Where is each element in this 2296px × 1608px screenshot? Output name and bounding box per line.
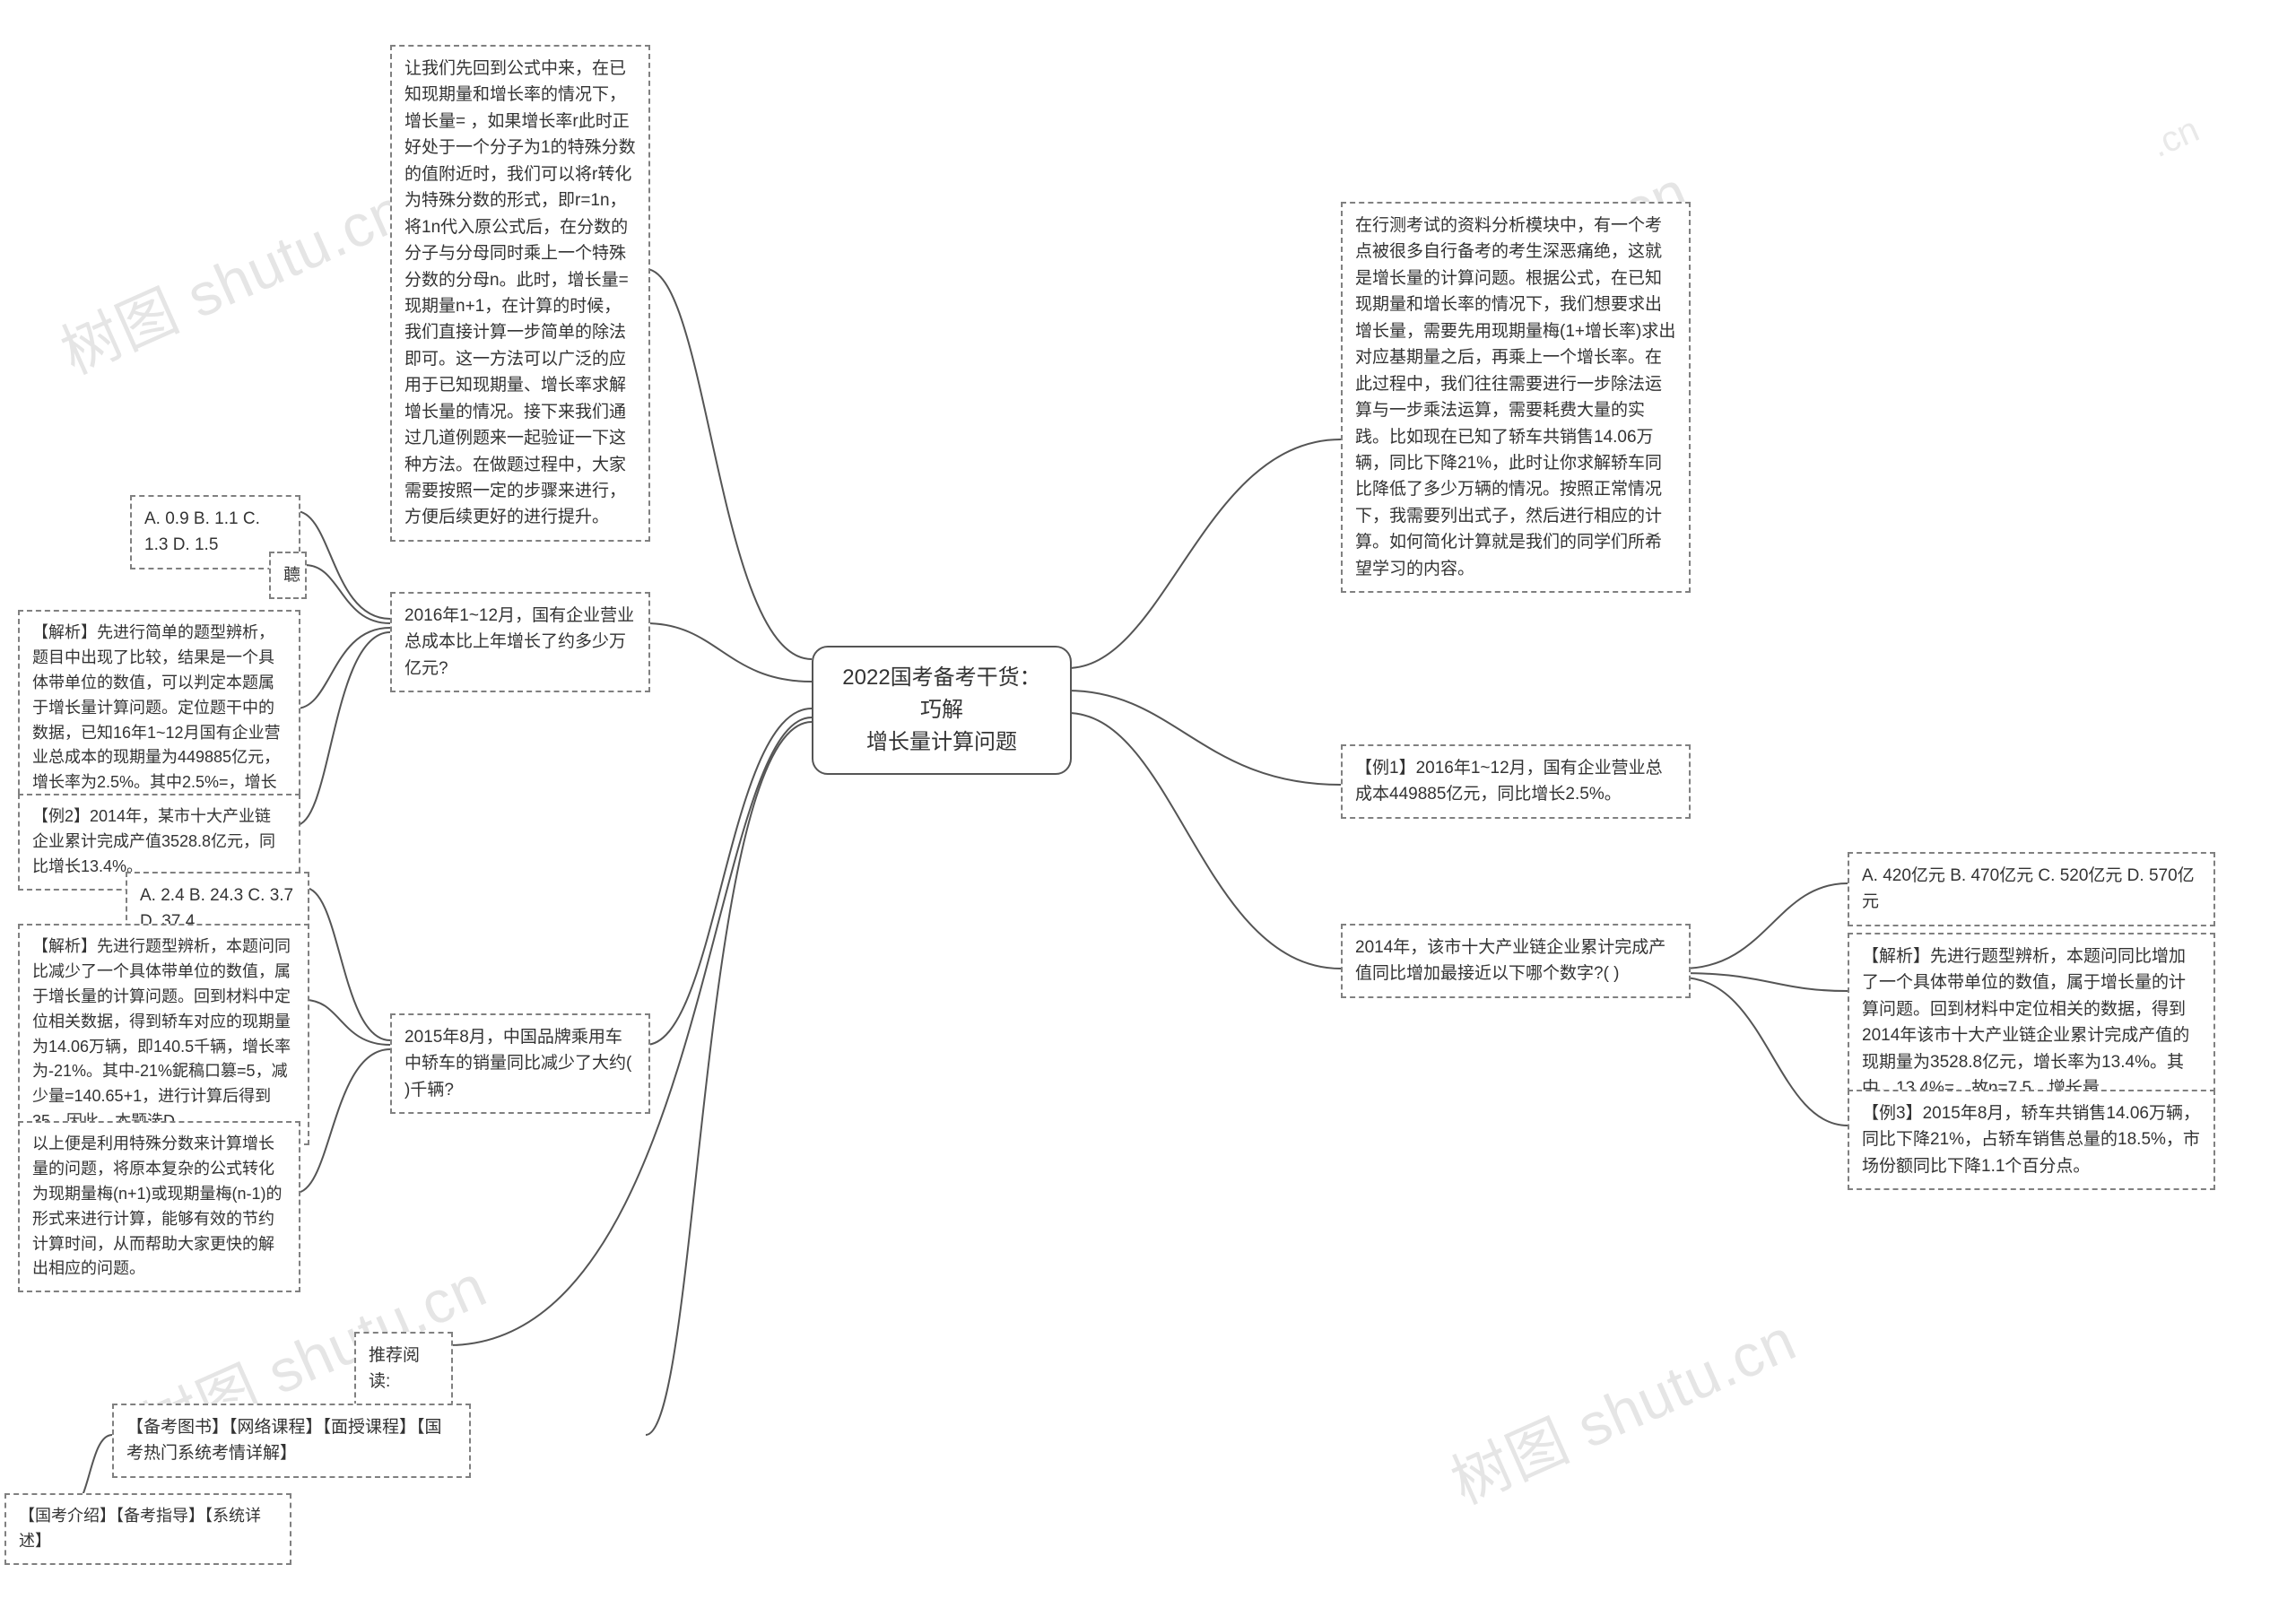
watermark: 树图 shutu.cn: [1436, 1292, 1807, 1521]
left-listen: 聼: [269, 552, 307, 599]
left-books: 【备考图书】【网络课程】【面授课程】【国考热门系统考情详解】: [112, 1404, 471, 1478]
right-ex1: 【例1】2016年1~12月，国有企业营业总成本449885亿元，同比增长2.5…: [1341, 744, 1691, 819]
right-ex3: 【例3】2015年8月，轿车共销售14.06万辆，同比下降21%，占轿车销售总量…: [1848, 1090, 2215, 1190]
left-method: 让我们先回到公式中来，在已知现期量和增长率的情况下，增长量= ，如果增长率r此时…: [390, 45, 650, 542]
left-q2015: 2015年8月，中国品牌乘用车中轿车的销量同比减少了大约( )千辆?: [390, 1013, 650, 1114]
connector-lines: [0, 0, 2296, 1608]
watermark: 树图 shutu.cn: [46, 162, 417, 391]
center-line2: 增长量计算问题: [866, 730, 1017, 754]
center-line1: 2022国考备考干货：巧解: [842, 665, 1040, 722]
right-options: A. 420亿元 B. 470亿元 C. 520亿元 D. 570亿元: [1848, 852, 2215, 926]
left-recommend: 推荐阅读:: [354, 1332, 453, 1406]
watermark-cn: .cn: [2145, 109, 2205, 166]
left-q2016: 2016年1~12月，国有企业营业总成本比上年增长了约多少万亿元?: [390, 592, 650, 692]
left-ana2: 【解析】先进行题型辨析，本题问同比减少了一个具体带单位的数值，属于增长量的计算问…: [18, 924, 309, 1145]
center-topic: 2022国考备考干货：巧解 增长量计算问题: [812, 646, 1072, 775]
left-summary: 以上便是利用特殊分数来计算增长量的问题，将原本复杂的公式转化为现期量梅(n+1)…: [18, 1121, 300, 1292]
right-intro: 在行测考试的资料分析模块中，有一个考点被很多自行备考的考生深恶痛绝，这就是增长量…: [1341, 202, 1691, 593]
left-guide: 【国考介绍】【备考指导】【系统详述】: [4, 1493, 291, 1565]
right-q2014: 2014年，该市十大产业链企业累计完成产值同比增加最接近以下哪个数字?( ): [1341, 924, 1691, 998]
